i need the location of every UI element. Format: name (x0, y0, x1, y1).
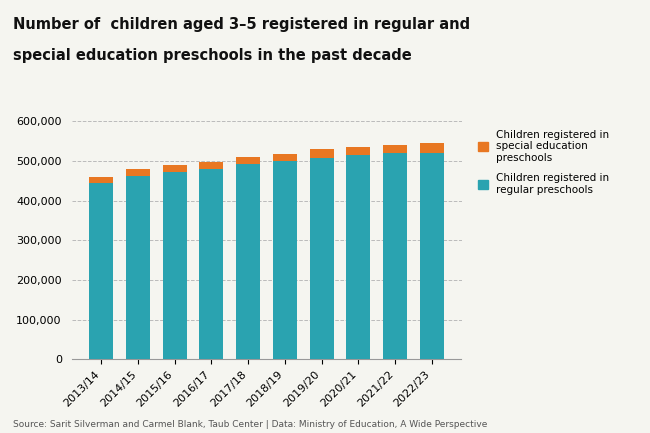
Bar (89, 177, 113, 183)
Bar (420, 143, 444, 152)
Bar (200, 169, 224, 359)
Legend: Children registered in
special education
preschools, Children registered in
regu: Children registered in special education… (474, 126, 613, 198)
Bar (309, 149, 333, 158)
Bar (383, 153, 407, 359)
Bar (89, 183, 113, 359)
Bar (236, 157, 260, 164)
Bar (126, 176, 150, 359)
Bar (162, 172, 187, 359)
Bar (200, 162, 224, 169)
Text: Source: Sarit Silverman and Carmel Blank, Taub Center | Data: Ministry of Educat: Source: Sarit Silverman and Carmel Blank… (13, 420, 488, 429)
Bar (346, 147, 370, 155)
Bar (236, 164, 260, 359)
Bar (383, 145, 407, 153)
Bar (273, 154, 297, 162)
Text: Number of  children aged 3–5 registered in regular and: Number of children aged 3–5 registered i… (13, 17, 470, 32)
Bar (273, 162, 297, 359)
Bar (420, 152, 444, 359)
Bar (309, 158, 333, 359)
Bar (126, 169, 150, 176)
Bar (162, 165, 187, 172)
Bar (346, 155, 370, 359)
Text: special education preschools in the past decade: special education preschools in the past… (13, 48, 411, 63)
